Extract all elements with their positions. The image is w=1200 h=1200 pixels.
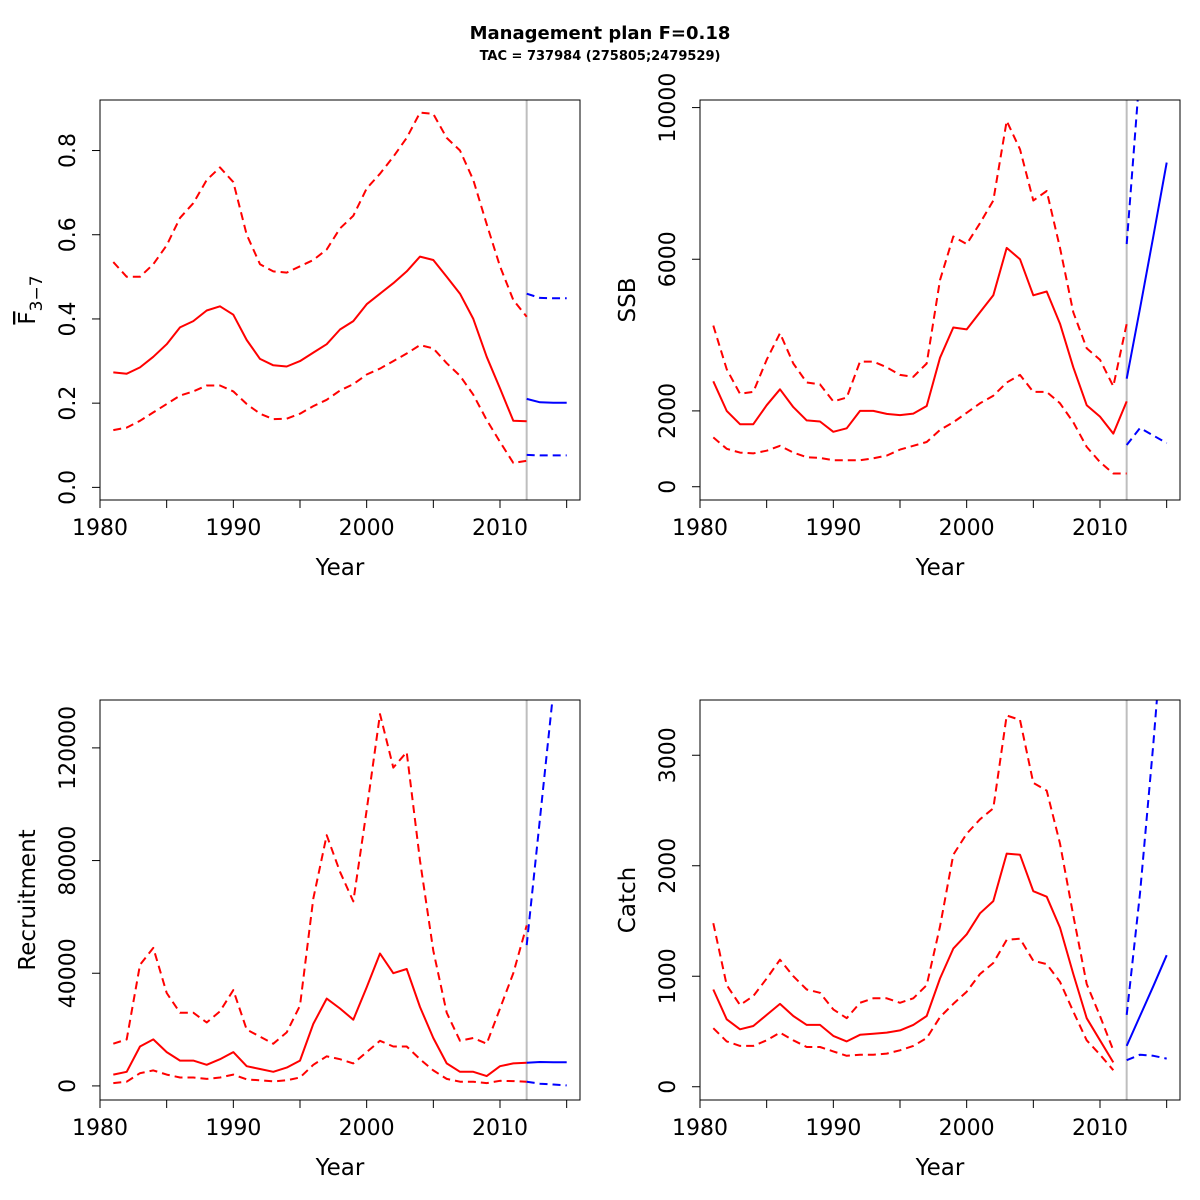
catch-x-tick-label: 1990: [805, 1116, 861, 1141]
recruitment-x-tick-label: 1980: [72, 1116, 128, 1141]
fbar-historic-estimate-line: [113, 255, 527, 423]
recruitment-y-tick-label: 40000: [56, 938, 81, 1008]
catch-historic-upper-line: [712, 714, 1115, 1051]
ssb-x-tick-label: 1980: [672, 516, 728, 541]
fbar-y-tick-label: 0.6: [56, 217, 81, 252]
ssb-x-tick-label: 2010: [1072, 516, 1128, 541]
ssb-historic-upper-line: [712, 119, 1128, 403]
recruitment-forecast-lower-line: [526, 1080, 567, 1087]
recruitment-y-tick-label: 120000: [56, 706, 81, 790]
catch-forecast-median-line: [1125, 954, 1168, 1047]
ssb-x-axis-title: Year: [915, 555, 965, 581]
ssb-x-tick-label: 1990: [805, 516, 861, 541]
ssb-y-tick-label: 6000: [656, 231, 681, 287]
fbar-y-tick-label: 0.4: [56, 301, 81, 336]
fbar-x-tick-label: 1980: [72, 516, 128, 541]
catch-forecast-upper-line: [1125, 700, 1158, 1016]
catch-forecast-lower-line: [1126, 1053, 1167, 1062]
catch-x-axis-title: Year: [915, 1155, 965, 1181]
ssb-y-axis-title: SSB: [615, 278, 641, 323]
panel-recruitment: 1980 1990 2000 2010 0 40000 80000 120000 Year Rec…: [15, 699, 581, 1181]
ssb-y-tick-label: 0: [656, 480, 681, 494]
recruitment-x-axis-title: Year: [315, 1155, 365, 1181]
fbar-forecast-lower-line: [526, 453, 567, 457]
fbar-plot-frame: [99, 99, 581, 501]
recruitment-historic-estimate-line: [113, 952, 527, 1078]
panel-catch: 1980 1990 2000 2010 0 1000 2000 3000 Year Catch: [615, 699, 1181, 1181]
fbar-forecast-upper-line: [526, 292, 567, 300]
fbar-x-tick-label: 1990: [205, 516, 261, 541]
recruitment-plot-frame: [99, 699, 581, 1101]
ssb-y-tick-label: 10000: [656, 73, 681, 143]
catch-y-tick-label: 0: [656, 1080, 681, 1094]
catch-historic-lower-line: [712, 937, 1115, 1071]
fbar-y-tick-label: 0.0: [56, 470, 81, 505]
fbar-forecast-median-line: [526, 397, 567, 404]
recruitment-x-tick-label: 2010: [472, 1116, 528, 1141]
catch-x-tick-label: 1980: [672, 1116, 728, 1141]
recruitment-historic-lower-line: [113, 1039, 527, 1085]
fbar-y-tick-label: 0.8: [56, 133, 81, 168]
ssb-plot-frame: [699, 99, 1181, 501]
ssb-y-tick-label: 2000: [656, 383, 681, 439]
fbar-x-tick-label: 2010: [472, 516, 528, 541]
catch-y-tick-label: 3000: [656, 727, 681, 783]
ssb-forecast-median-line: [1125, 162, 1168, 379]
panel-ssb: 1980 1990 2000 2010 0 2000 6000 10000 Year SSB: [615, 73, 1181, 581]
recruitment-forecast-median-line: [526, 1061, 567, 1064]
ssb-x-tick-label: 2000: [939, 516, 995, 541]
chart-subtitle: TAC = 737984 (275805;2479529): [480, 49, 721, 64]
recruitment-y-tick-label: 0: [56, 1079, 81, 1093]
recruitment-y-axis-title: Recruitment: [15, 829, 41, 970]
recruitment-forecast-upper-line: [525, 700, 554, 946]
recruitment-x-tick-label: 2000: [339, 1116, 395, 1141]
panel-fbar: 1980 1990 2000 2010 0.0 0.2 0.4 0.6 0.8 Year F3−7: [15, 99, 581, 581]
fbar-x-axis-title: Year: [315, 555, 365, 581]
ssb-forecast-upper-line: [1125, 100, 1139, 245]
catch-y-tick-label: 2000: [656, 838, 681, 894]
chart-title: Management plan F=0.18: [470, 23, 731, 44]
ssb-forecast-lower-line: [1125, 427, 1168, 446]
catch-y-tick-label: 1000: [656, 948, 681, 1004]
recruitment-historic-upper-line: [112, 713, 528, 1045]
fbar-x-tick-label: 2000: [339, 516, 395, 541]
catch-x-tick-label: 2010: [1072, 1116, 1128, 1141]
catch-x-tick-label: 2000: [939, 1116, 995, 1141]
fbar-historic-lower-line: [113, 344, 527, 464]
fbar-y-tick-label: 0.2: [56, 386, 81, 421]
catch-historic-estimate-line: [712, 852, 1115, 1063]
catch-y-axis-title: Catch: [615, 867, 641, 933]
recruitment-y-tick-label: 80000: [56, 826, 81, 896]
recruitment-x-tick-label: 1990: [205, 1116, 261, 1141]
ssb-historic-estimate-line: [712, 246, 1128, 435]
fbar-historic-upper-line: [112, 111, 528, 318]
ssb-historic-lower-line: [712, 373, 1127, 475]
fbar-y-axis-title: F3−7: [15, 275, 47, 324]
catch-plot-frame: [699, 699, 1181, 1101]
